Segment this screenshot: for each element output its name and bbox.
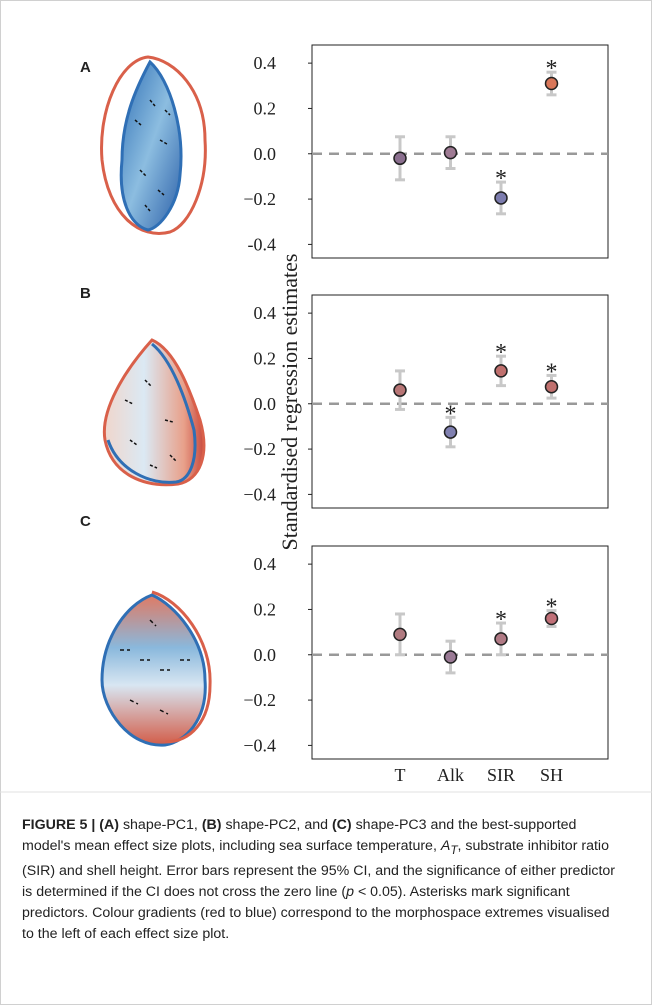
y-tick-label: −0.2	[243, 439, 276, 459]
y-tick-label: 0.0	[254, 645, 277, 665]
y-tick-label: −0.2	[243, 189, 276, 209]
significance-mark: *	[546, 595, 558, 621]
shape-c	[100, 590, 212, 747]
point	[494, 191, 508, 205]
y-tick-label: 0.2	[254, 348, 277, 368]
caption-text: shape-PC2, and	[221, 817, 332, 833]
significance-mark: *	[495, 340, 507, 366]
significance-mark: *	[445, 401, 457, 427]
caption-text: (B)	[201, 817, 222, 833]
y-tick-label: 0.4	[254, 303, 277, 323]
point	[393, 627, 407, 642]
point	[393, 383, 407, 397]
caption-text: FIGURE 5 |	[22, 817, 100, 833]
point	[494, 632, 508, 646]
caption-text: < 0.05). Asterisks mark significant pred…	[22, 883, 610, 942]
point	[494, 364, 508, 378]
y-tick-label: 0.2	[254, 98, 277, 118]
y-tick-label: −0.4	[243, 484, 276, 504]
significance-mark: *	[546, 56, 558, 82]
y-tick-label: 0.4	[254, 554, 277, 574]
point	[443, 650, 458, 664]
y-tick-label: −0.2	[243, 690, 276, 710]
point	[544, 380, 559, 394]
x-tick-label: SIR	[487, 765, 515, 785]
y-tick-label: 0.0	[254, 394, 277, 414]
panel-label: A	[80, 59, 91, 76]
panel-label: C	[80, 513, 91, 530]
point	[544, 76, 559, 91]
significance-mark: *	[495, 166, 507, 192]
caption: FIGURE 5 | (A) shape-PC1, (B) shape-PC2,…	[22, 815, 622, 945]
point	[443, 425, 458, 439]
point	[443, 145, 458, 160]
shape-a	[100, 55, 207, 235]
caption-text: A	[440, 838, 451, 854]
y-tick-label: 0.4	[254, 53, 277, 73]
point	[544, 611, 559, 626]
y-tick-label: 0.2	[254, 599, 277, 619]
significance-mark: *	[546, 359, 558, 385]
panel-label: B	[80, 285, 91, 302]
y-tick-label: -0.4	[248, 234, 277, 254]
x-tick-label: Alk	[437, 765, 464, 785]
plot-frame	[311, 545, 609, 760]
caption-text: shape-PC1,	[119, 817, 202, 833]
significance-mark: *	[495, 607, 507, 633]
point	[393, 151, 407, 166]
plot-frame	[311, 44, 609, 259]
y-axis-label: Standardised regression estimates	[277, 254, 302, 551]
caption-text: T	[450, 842, 458, 857]
y-tick-label: −0.4	[243, 735, 276, 755]
y-tick-label: 0.0	[254, 144, 277, 164]
caption-text: (C)	[331, 817, 352, 833]
plot-frame	[311, 294, 609, 509]
caption-text: p	[346, 883, 354, 900]
x-tick-label: T	[395, 765, 406, 785]
caption-text: (A)	[99, 817, 119, 833]
caption-text: , substrate inhibitor ratio (SIR) and sh…	[22, 838, 616, 900]
x-tick-label: SH	[540, 765, 563, 785]
shape-b	[102, 338, 206, 487]
caption-text: shape-PC3 and the best-supported model's…	[22, 817, 577, 854]
